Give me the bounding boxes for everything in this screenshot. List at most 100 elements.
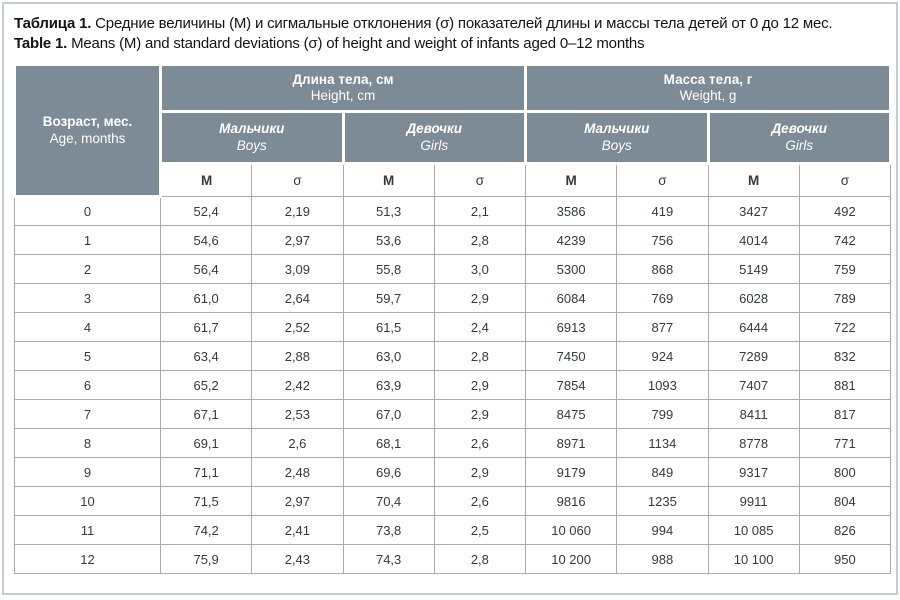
cell-value: 2,42 [251,370,344,400]
anthropometry-table: Возраст, мес. Age, months Длина тела, см… [13,63,892,574]
cell-value: 789 [798,283,892,313]
cell-value: 2,8 [433,341,527,371]
cell-value: 2,19 [251,196,344,226]
cell-value: 826 [798,515,892,545]
cell-value: 63,4 [159,341,253,371]
cell-value: 3,0 [433,254,527,284]
cell-age: 10 [14,486,161,516]
cell-age: 12 [14,544,161,574]
cell-value: 9317 [707,457,800,487]
cell-value: 9911 [707,486,800,516]
cell-value: 2,9 [433,370,527,400]
cell-value: 9179 [524,457,618,487]
cell-value: 849 [616,457,709,487]
table-row: 5 63,4 2,88 63,0 2,8 7450 924 7289 832 [14,341,892,371]
cell-value: 8971 [524,428,618,458]
table-row: 2 56,4 3,09 55,8 3,0 5300 868 5149 759 [14,254,892,284]
cell-value: 2,52 [251,312,344,342]
table-row: 3 61,0 2,64 59,7 2,9 6084 769 6028 789 [14,283,892,313]
table-caption-ru-label: Таблица 1. [14,15,92,32]
cell-value: 56,4 [159,254,253,284]
weight-boys-header: Мальчики Boys [524,110,710,165]
weight-boys-en: Boys [601,137,632,153]
stat-header-sigma: σ [798,163,892,197]
height-girls-ru: Девочки [406,121,463,136]
stat-header-sigma: σ [616,163,709,197]
table-caption: Таблица 1. Средние величины (М) и сигмал… [14,14,887,54]
cell-value: 722 [798,312,892,342]
cell-value: 71,1 [159,457,253,487]
cell-value: 70,4 [342,486,435,516]
table-row: 4 61,7 2,52 61,5 2,4 6913 877 6444 722 [14,312,892,342]
cell-value: 65,2 [159,370,253,400]
cell-value: 67,1 [159,399,253,429]
cell-value: 877 [616,312,709,342]
cell-value: 832 [798,341,892,371]
cell-value: 2,6 [251,428,344,458]
cell-value: 67,0 [342,399,435,429]
stat-header-m: М [524,163,618,197]
cell-value: 68,1 [342,428,435,458]
stat-header-m: М [342,163,435,197]
cell-value: 3,09 [251,254,344,284]
stat-header-sigma: σ [433,163,527,197]
cell-value: 59,7 [342,283,435,313]
cell-value: 69,6 [342,457,435,487]
cell-age: 3 [14,283,161,313]
cell-value: 6913 [524,312,618,342]
cell-value: 2,48 [251,457,344,487]
cell-value: 74,2 [159,515,253,545]
height-boys-header: Мальчики Boys [159,110,345,165]
height-group-ru: Длина тела, см [292,71,394,87]
cell-value: 799 [616,399,709,429]
table-body: 0 52,4 2,19 51,3 2,1 3586 419 3427 492 1… [14,196,892,574]
weight-group-en: Weight, g [679,88,737,103]
table-header: Возраст, мес. Age, months Длина тела, см… [13,63,892,198]
height-boys-ru: Мальчики [219,121,285,136]
cell-value: 2,9 [433,399,527,429]
cell-value: 63,0 [342,341,435,371]
cell-value: 771 [798,428,892,458]
height-group-en: Height, cm [310,88,376,103]
cell-value: 4014 [707,225,800,255]
cell-value: 994 [616,515,709,545]
cell-value: 2,53 [251,399,344,429]
stat-header-m: М [159,163,253,197]
cell-value: 759 [798,254,892,284]
cell-age: 9 [14,457,161,487]
table-row: 0 52,4 2,19 51,3 2,1 3586 419 3427 492 [14,196,892,226]
cell-value: 9816 [524,486,618,516]
cell-age: 1 [14,225,161,255]
weight-group-header: Масса тела, г Weight, g [524,63,892,113]
cell-value: 6084 [524,283,618,313]
table-row: 12 75,9 2,43 74,3 2,8 10 200 988 10 100 … [14,544,892,574]
stat-header-m: М [707,163,800,197]
cell-age: 8 [14,428,161,458]
table-row: 9 71,1 2,48 69,6 2,9 9179 849 9317 800 [14,457,892,487]
cell-value: 492 [798,196,892,226]
table-caption-ru-text: Средние величины (М) и сигмальные отклон… [95,15,833,32]
cell-value: 7289 [707,341,800,371]
table-row: 7 67,1 2,53 67,0 2,9 8475 799 8411 817 [14,399,892,429]
cell-value: 2,5 [433,515,527,545]
cell-value: 10 200 [524,544,618,574]
cell-age: 5 [14,341,161,371]
table-caption-ru: Таблица 1. Средние величины (М) и сигмал… [14,14,887,34]
height-group-header: Длина тела, см Height, cm [159,63,527,113]
height-girls-header: Девочки Girls [341,110,527,165]
weight-girls-ru: Девочки [771,121,828,136]
height-girls-en: Girls [420,137,449,153]
cell-value: 988 [616,544,709,574]
table-row: 6 65,2 2,42 63,9 2,9 7854 1093 7407 881 [14,370,892,400]
age-column-header: Возраст, мес. Age, months [13,63,162,198]
cell-value: 3586 [524,196,618,226]
cell-value: 2,6 [433,428,527,458]
cell-value: 742 [798,225,892,255]
cell-value: 63,9 [342,370,435,400]
cell-value: 74,3 [342,544,435,574]
cell-age: 7 [14,399,161,429]
cell-value: 53,6 [342,225,435,255]
cell-value: 8778 [707,428,800,458]
cell-value: 1134 [616,428,709,458]
cell-age: 6 [14,370,161,400]
